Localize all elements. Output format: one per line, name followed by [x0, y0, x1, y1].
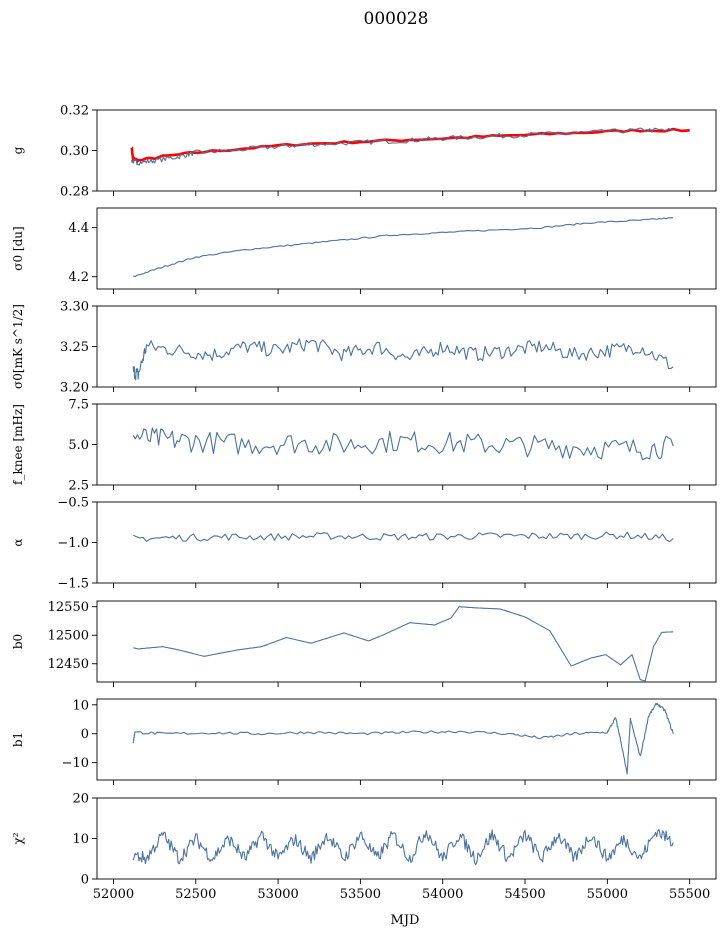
y-tick-label: 3.20 — [60, 381, 89, 396]
panel-frame — [96, 207, 717, 290]
x-tick-label: 54500 — [504, 887, 545, 902]
y-tick-label: −1.0 — [57, 536, 89, 551]
y-tick-label: 3.25 — [60, 340, 89, 355]
y-tick-label: 0.32 — [60, 104, 89, 119]
y-tick-label: 0.30 — [60, 144, 89, 159]
y-tick-label: 0 — [81, 873, 89, 888]
panel-5: −1.5 −1.0 −0.5 α — [11, 496, 717, 592]
y-tick-label: −10 — [62, 756, 89, 771]
y-axis-label: σ0 [du] — [11, 226, 25, 270]
y-tick-label: 5.0 — [68, 438, 89, 453]
data-line — [133, 606, 674, 682]
y-tick-label: 0 — [81, 727, 89, 742]
y-axis-label: σ0[mK s^1/2] — [11, 304, 25, 389]
panel-8: 0 10 20 52000 52500 53000 53500 54000 54500 55000… — [11, 792, 717, 902]
data-line — [132, 427, 674, 461]
y-tick-label: 12550 — [48, 600, 89, 615]
x-tick-label: 55000 — [587, 887, 628, 902]
y-tick-label: −1.5 — [57, 577, 89, 592]
y-tick-label: 10 — [72, 698, 89, 713]
data-line — [133, 217, 674, 277]
x-tick-label: 53000 — [257, 887, 298, 902]
y-tick-label: 2.5 — [68, 479, 89, 494]
panel-frame — [96, 600, 717, 683]
panel-frame — [96, 109, 717, 192]
panel-4: 2.5 5.0 7.5 f_knee [mHz] — [11, 398, 717, 494]
y-axis-label: χ² — [11, 832, 25, 844]
data-line — [132, 338, 674, 381]
y-tick-label: 7.5 — [68, 398, 89, 413]
y-tick-label: 4.4 — [68, 221, 89, 236]
panel-7: −10 0 10 b1 — [11, 698, 717, 785]
x-tick-label: 53500 — [340, 887, 381, 902]
y-axis-label: g — [11, 146, 25, 154]
panel-frame — [96, 501, 717, 584]
panels: 0.28 0.30 0.32 g 4.2 4.4 σ0 [du] 3.20 3.25 3.30 σ0… — [11, 104, 717, 902]
y-tick-label: 3.30 — [60, 300, 89, 315]
x-tick-label: 55500 — [669, 887, 710, 902]
figure-title: 000028 — [364, 9, 429, 29]
panel-frame — [96, 698, 717, 781]
x-tick-label: 52000 — [93, 887, 134, 902]
panel-6: 12450 12500 12550 b0 — [11, 600, 717, 687]
data-line — [132, 702, 674, 775]
y-axis-label: b0 — [11, 634, 25, 649]
y-tick-label: 0.28 — [60, 185, 89, 200]
y-tick-label: 12450 — [48, 657, 89, 672]
y-axis-label: f_knee [mHz] — [11, 404, 25, 485]
x-axis-label: MJD — [391, 913, 420, 928]
y-axis-label: α — [11, 538, 25, 546]
y-tick-label: 10 — [72, 832, 89, 847]
data-line — [132, 829, 674, 866]
y-axis-label: b1 — [11, 732, 25, 747]
y-tick-label: 4.2 — [68, 270, 89, 285]
x-tick-label: 54000 — [422, 887, 463, 902]
y-tick-label: 12500 — [48, 629, 89, 644]
data-line — [131, 127, 674, 166]
panel-2: 4.2 4.4 σ0 [du] — [11, 207, 717, 294]
data-line — [132, 531, 674, 543]
panel-frame — [96, 305, 717, 388]
fit-line — [130, 127, 690, 163]
y-tick-label: 20 — [72, 792, 89, 807]
panel-1: 0.28 0.30 0.32 g — [11, 104, 717, 200]
x-tick-label: 52500 — [175, 887, 216, 902]
panel-3: 3.20 3.25 3.30 σ0[mK s^1/2] — [11, 300, 717, 396]
y-tick-label: −0.5 — [57, 496, 89, 511]
